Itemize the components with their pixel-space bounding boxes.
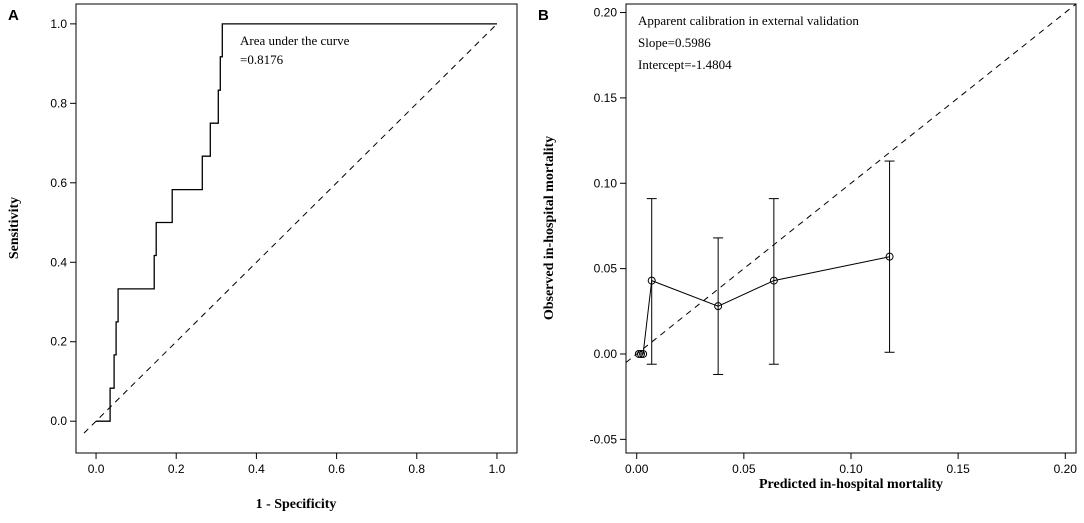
panel-a-annotation-line-2: =0.8176 xyxy=(240,52,284,67)
panel-a-y-tick-label: 0.6 xyxy=(50,176,67,190)
panel-b-y-tick-label: 0.20 xyxy=(594,6,618,20)
panel-a: A 0.0 0.2 0.4 0.6 0.8 1.0 0.00.20.40.60.81.0 … xyxy=(7,3,518,512)
panel-a-y-tick-label: 0.4 xyxy=(50,255,67,269)
panel-b-x-axis: 0.00 0.05 0.10 0.15 0.20 xyxy=(625,453,1077,476)
panel-a-annotation-line-1: Area under the curve xyxy=(240,33,350,48)
panel-a-series xyxy=(83,23,498,434)
panel-a-y-tick-label: 1.0 xyxy=(50,17,67,31)
panel-b-reference-line xyxy=(625,3,1077,363)
panel-b-y-tick-label: 0.10 xyxy=(594,176,618,190)
panel-a-x-tick-label: 1.0 xyxy=(489,462,506,476)
panel-b-series xyxy=(625,3,1077,375)
panel-b-data-point xyxy=(637,349,645,358)
panel-b-y-axis: -0.05 0.00 0.05 0.10 0.15 0.20 xyxy=(590,6,626,446)
panel-b-annotation-line-2: Slope=0.5986 xyxy=(638,35,711,50)
panel-a-x-tick-label: 0.2 xyxy=(168,462,185,476)
panel-b-data-point xyxy=(647,276,656,285)
panel-a-x-axis-label: 1 - Specificity xyxy=(256,497,337,512)
panel-b-x-tick-label: 0.10 xyxy=(839,462,863,476)
panel-a-x-tick-label: 0.6 xyxy=(328,462,345,476)
panel-b-annotation-line-3: Intercept=-1.4804 xyxy=(638,57,732,72)
panel-b-y-axis-label: Observed in-hospital mortality xyxy=(542,136,557,320)
panel-b: B 0.00 0.05 0.10 0.15 0.20 -0.05 0.00 0.05 0.10… xyxy=(538,3,1077,492)
panel-b-x-tick-label: 0.15 xyxy=(946,462,970,476)
panel-b-y-tick-label: 0.15 xyxy=(594,91,618,105)
panel-b-data-point xyxy=(714,302,723,311)
panel-b-data-point xyxy=(634,349,643,358)
panel-a-y-tick-label: 0.2 xyxy=(50,335,67,349)
panel-b-calibration-line xyxy=(638,256,890,355)
panel-a-y-tick-label: 0.8 xyxy=(50,96,67,110)
panel-b-y-tick-label: -0.05 xyxy=(590,432,618,446)
panel-a-y-tick-label: 0.0 xyxy=(50,414,67,428)
panel-a-reference-line xyxy=(83,23,498,434)
panel-a-x-axis: 0.0 0.2 0.4 0.6 0.8 1.0 xyxy=(88,453,506,476)
panel-a-y-axis-label: Sensitivity xyxy=(7,197,22,259)
panel-a-x-tick-label: 0.0 xyxy=(88,462,105,476)
panel-b-x-tick-label: 0.05 xyxy=(732,462,756,476)
panel-a-y-axis: 0.0 0.2 0.4 0.6 0.8 1.0 xyxy=(50,17,76,428)
panel-b-x-tick-label: 0.20 xyxy=(1054,462,1078,476)
panel-b-y-tick-label: 0.00 xyxy=(594,347,618,361)
panel-b-y-tick-label: 0.05 xyxy=(594,262,618,276)
panel-a-label: A xyxy=(8,7,19,24)
panel-b-x-axis-label: Predicted in-hospital mortality xyxy=(759,477,943,492)
panel-a-plot-frame xyxy=(75,3,518,454)
panel-a-roc-curve xyxy=(96,23,497,422)
panel-b-data-point xyxy=(769,276,778,285)
panel-b-x-tick-label: 0.00 xyxy=(625,462,649,476)
panel-b-annotation-line-1: Apparent calibration in external validat… xyxy=(638,13,859,28)
panel-a-x-tick-label: 0.8 xyxy=(408,462,425,476)
panel-b-data-point xyxy=(885,252,894,261)
panel-b-data-point xyxy=(639,349,648,358)
panel-b-label: B xyxy=(538,7,549,24)
panel-a-x-tick-label: 0.4 xyxy=(248,462,265,476)
